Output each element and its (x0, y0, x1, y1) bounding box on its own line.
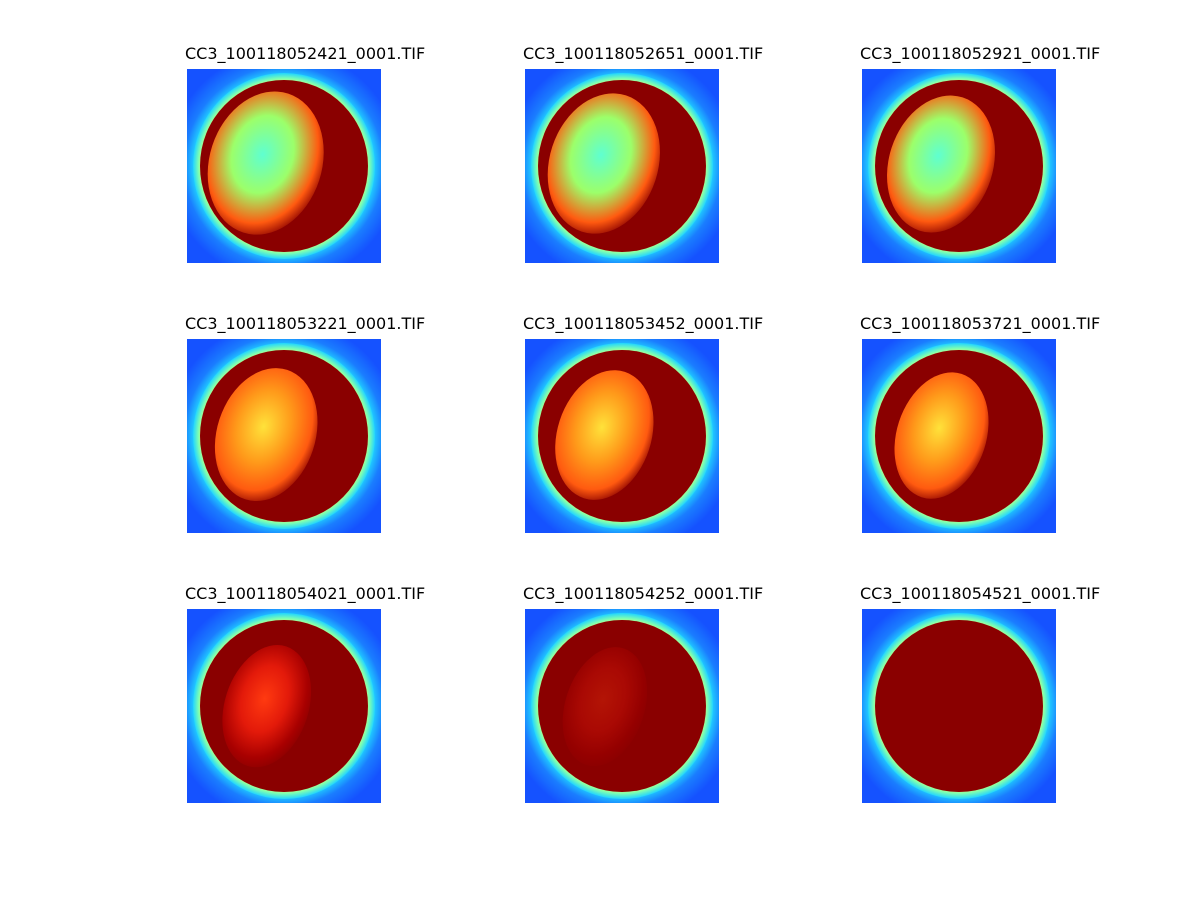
panel-title: CC3_100118054521_0001.TIF (860, 584, 1101, 603)
panel-image (187, 69, 381, 263)
false-color-image (862, 609, 1056, 803)
panel-title: CC3_100118053221_0001.TIF (185, 314, 426, 333)
panel-image (862, 609, 1056, 803)
false-color-image (187, 339, 381, 533)
panel-image (525, 69, 719, 263)
panel-title: CC3_100118052421_0001.TIF (185, 44, 426, 63)
panel-image (187, 609, 381, 803)
false-color-image (862, 69, 1056, 263)
false-color-image (525, 339, 719, 533)
panel-image (862, 339, 1056, 533)
bright-region (894, 372, 989, 499)
panel-image (525, 339, 719, 533)
panel-title: CC3_100118054021_0001.TIF (185, 584, 426, 603)
bright-region (214, 368, 318, 502)
bright-region (207, 91, 324, 235)
panel-image (525, 609, 719, 803)
bright-region (887, 95, 995, 233)
bright-region (555, 370, 654, 500)
panel-title: CC3_100118052921_0001.TIF (860, 44, 1101, 63)
bright-region (222, 645, 312, 768)
false-color-image (862, 339, 1056, 533)
panel-image (862, 69, 1056, 263)
panel-title: CC3_100118054252_0001.TIF (523, 584, 764, 603)
panel-title: CC3_100118053721_0001.TIF (860, 314, 1101, 333)
panel-image (187, 339, 381, 533)
bright-region (562, 647, 648, 767)
false-color-image (187, 69, 381, 263)
disc-body (875, 620, 1043, 792)
panel-title: CC3_100118052651_0001.TIF (523, 44, 764, 63)
panel-title: CC3_100118053452_0001.TIF (523, 314, 764, 333)
false-color-image (525, 609, 719, 803)
bright-region (547, 93, 660, 234)
false-color-image (187, 609, 381, 803)
false-color-image (525, 69, 719, 263)
